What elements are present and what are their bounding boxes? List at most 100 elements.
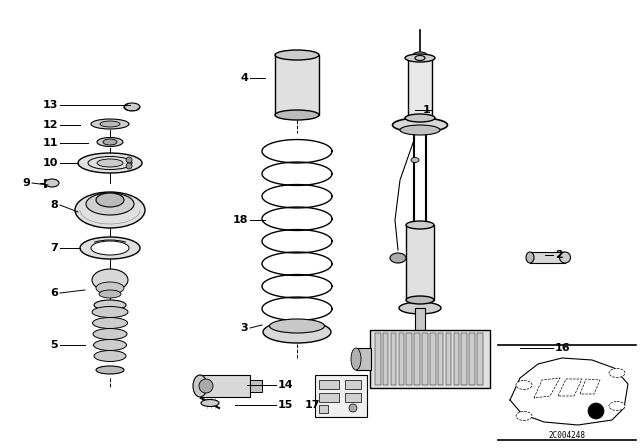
Ellipse shape [399, 333, 441, 343]
Ellipse shape [96, 193, 124, 207]
Ellipse shape [415, 56, 425, 60]
Bar [408, 58, 432, 118]
Bar [438, 333, 444, 385]
Ellipse shape [103, 139, 117, 145]
Ellipse shape [78, 153, 142, 173]
Text: 2: 2 [555, 250, 563, 260]
Ellipse shape [351, 348, 361, 370]
Ellipse shape [99, 290, 121, 298]
Circle shape [588, 403, 604, 419]
Ellipse shape [406, 221, 434, 229]
Text: 1: 1 [422, 105, 430, 115]
Ellipse shape [392, 118, 447, 132]
Ellipse shape [411, 158, 419, 163]
Text: 17: 17 [305, 400, 321, 410]
Text: 9: 9 [22, 178, 30, 188]
Bar [461, 333, 467, 385]
Bar [315, 375, 367, 417]
Ellipse shape [400, 125, 440, 135]
Ellipse shape [275, 110, 319, 120]
Ellipse shape [516, 380, 532, 389]
Text: 6: 6 [50, 288, 58, 298]
Ellipse shape [269, 319, 324, 333]
Text: 8: 8 [51, 200, 58, 210]
Ellipse shape [124, 103, 140, 111]
Text: 3: 3 [241, 323, 248, 333]
Ellipse shape [275, 50, 319, 60]
Bar [345, 393, 361, 402]
Ellipse shape [405, 114, 435, 122]
Ellipse shape [92, 269, 128, 291]
Bar [370, 330, 490, 388]
Bar [422, 333, 428, 385]
Text: 14: 14 [278, 380, 294, 390]
Ellipse shape [96, 282, 124, 294]
Bar [390, 333, 396, 385]
Bar [399, 333, 404, 385]
Bar [319, 393, 339, 402]
Text: 13: 13 [43, 100, 58, 110]
Ellipse shape [75, 192, 145, 228]
Bar [356, 348, 371, 370]
Ellipse shape [609, 369, 625, 378]
Ellipse shape [94, 350, 126, 362]
Ellipse shape [94, 300, 126, 310]
Circle shape [126, 163, 132, 169]
Bar [275, 55, 319, 115]
Text: 5: 5 [51, 340, 58, 350]
Bar [250, 380, 262, 392]
Ellipse shape [93, 328, 127, 340]
Bar [200, 375, 250, 397]
Bar [319, 380, 339, 389]
Text: 18: 18 [232, 215, 248, 225]
Bar [345, 380, 361, 389]
Bar [530, 252, 565, 263]
Text: 2C004248: 2C004248 [548, 431, 586, 439]
Ellipse shape [93, 318, 127, 328]
Ellipse shape [100, 121, 120, 127]
Ellipse shape [413, 52, 427, 58]
Ellipse shape [193, 375, 207, 397]
Ellipse shape [390, 253, 406, 263]
Text: 15: 15 [278, 400, 293, 410]
Text: 10: 10 [43, 158, 58, 168]
Text: 16: 16 [555, 343, 571, 353]
Bar [454, 333, 459, 385]
Ellipse shape [516, 412, 532, 421]
Bar [406, 333, 412, 385]
Ellipse shape [92, 306, 128, 318]
Bar [430, 333, 435, 385]
Ellipse shape [86, 193, 134, 215]
Text: 4: 4 [240, 73, 248, 83]
Ellipse shape [263, 321, 331, 343]
Ellipse shape [609, 401, 625, 410]
Bar [406, 225, 434, 300]
Ellipse shape [96, 366, 124, 374]
Bar [375, 333, 381, 385]
Ellipse shape [45, 179, 59, 187]
Ellipse shape [97, 159, 123, 167]
Ellipse shape [405, 54, 435, 62]
Circle shape [126, 157, 132, 163]
Ellipse shape [80, 237, 140, 259]
Bar [477, 333, 483, 385]
Ellipse shape [559, 252, 570, 263]
Ellipse shape [399, 302, 441, 314]
Bar [469, 333, 475, 385]
Ellipse shape [97, 138, 123, 146]
Ellipse shape [91, 241, 129, 255]
Bar [415, 308, 425, 338]
Ellipse shape [93, 340, 127, 350]
Circle shape [349, 404, 357, 412]
Text: 11: 11 [42, 138, 58, 148]
Circle shape [199, 379, 213, 393]
Bar [383, 333, 388, 385]
Bar [445, 333, 451, 385]
Ellipse shape [91, 119, 129, 129]
Bar [319, 405, 328, 413]
Ellipse shape [201, 400, 219, 406]
Text: 12: 12 [42, 120, 58, 130]
Text: 7: 7 [51, 243, 58, 253]
Ellipse shape [526, 252, 534, 263]
Bar [414, 333, 420, 385]
